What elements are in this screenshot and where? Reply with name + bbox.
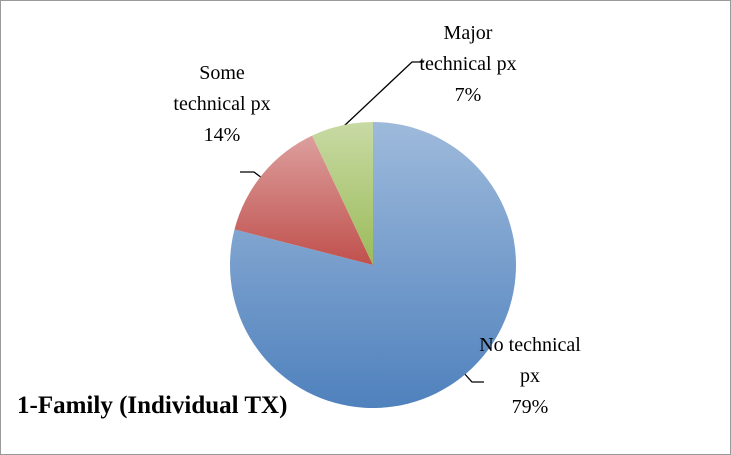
- value-label: 14%: [203, 124, 241, 146]
- leader-line: [240, 171, 263, 179]
- chart-title: 1-Family (Individual TX): [17, 392, 288, 419]
- leader-line: [343, 61, 424, 127]
- leader-line: [462, 371, 484, 383]
- slice-label: Some technical px 14%: [170, 58, 274, 151]
- value-label: 7%: [454, 84, 482, 106]
- pie-slice: [312, 122, 373, 265]
- slice-label: No technical px 79%: [478, 330, 582, 423]
- category-label: No technical px: [479, 334, 581, 387]
- slice-label: Major technical px 7%: [416, 18, 520, 111]
- value-label: 79%: [511, 396, 549, 418]
- category-label: Some technical px: [173, 62, 271, 115]
- pie-slice: [234, 135, 373, 265]
- category-label: Major technical px: [419, 22, 517, 75]
